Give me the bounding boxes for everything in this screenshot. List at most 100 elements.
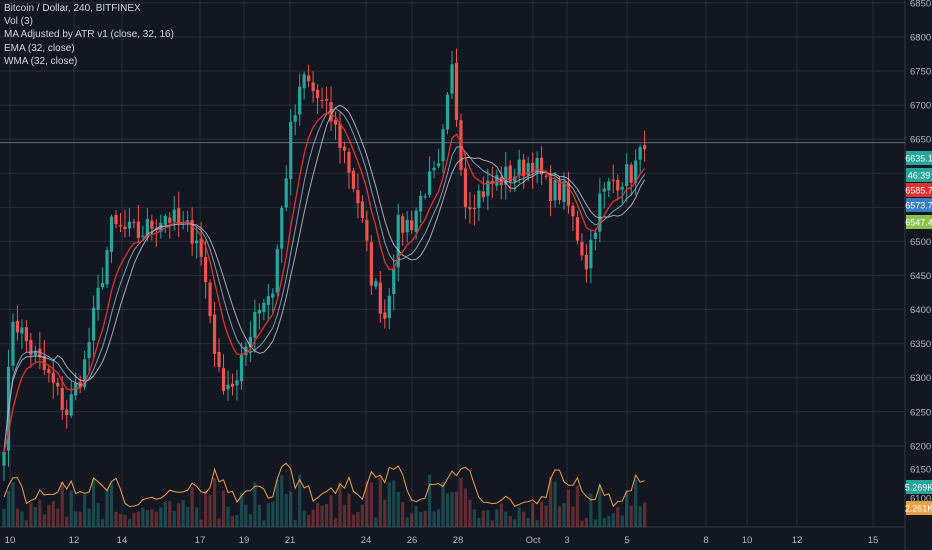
volume-bar xyxy=(369,482,373,527)
volume-tag-bg xyxy=(906,480,932,494)
candle-body xyxy=(517,159,521,176)
volume-bar xyxy=(275,479,279,527)
candle-body xyxy=(239,354,244,382)
volume-bar xyxy=(490,520,494,527)
volume-bar xyxy=(486,510,490,527)
candle-body xyxy=(307,75,311,82)
candle-body xyxy=(463,168,468,208)
candle-body xyxy=(96,287,100,310)
candle-body xyxy=(92,307,96,341)
price-tag: 6547.4 xyxy=(905,218,932,228)
price-tick-label: 6800.0 xyxy=(910,32,932,43)
candle-body xyxy=(432,167,436,171)
price-tag-bg xyxy=(906,183,932,197)
candle-body xyxy=(378,282,382,314)
volume-bar xyxy=(338,482,342,527)
candle-body xyxy=(195,240,199,244)
volume-bar xyxy=(271,501,275,527)
candle-body xyxy=(83,359,87,387)
candle-body xyxy=(114,214,118,225)
volume-bar xyxy=(132,512,136,527)
candle-body xyxy=(311,82,315,92)
candle-body xyxy=(566,183,571,206)
candle-body xyxy=(410,220,414,231)
candle-body xyxy=(616,179,620,191)
candle-body xyxy=(190,219,194,244)
candle-body xyxy=(248,336,252,348)
candle-body xyxy=(235,380,239,386)
volume-bar xyxy=(360,504,364,527)
symbol-title[interactable]: Bitcoin / Dollar, 240, BITFINEX xyxy=(4,3,141,14)
price-tick-label: 6200.0 xyxy=(910,441,932,452)
indicator-wma[interactable]: WMA (32, close) xyxy=(4,55,78,67)
candle-body xyxy=(580,241,584,256)
indicator-ema[interactable]: EMA (32, close) xyxy=(4,42,75,54)
candle-body xyxy=(159,222,163,232)
candle-body xyxy=(607,181,611,191)
candle-body xyxy=(186,220,190,223)
volume-bar xyxy=(643,502,647,527)
volume-bar xyxy=(307,514,311,527)
candle-body xyxy=(571,205,575,217)
volume-bar xyxy=(589,493,593,527)
volume-bar xyxy=(414,506,418,527)
volume-bar xyxy=(302,510,306,527)
volume-bar xyxy=(248,514,252,527)
volume-axis-label: 6150.0 xyxy=(910,465,932,476)
volume-bar xyxy=(544,505,548,527)
volume-bar xyxy=(347,493,351,527)
candle-body xyxy=(271,293,275,298)
candle-body xyxy=(324,99,329,101)
candle-body xyxy=(105,250,109,285)
candle-body xyxy=(109,216,114,252)
price-tag: 6573.7 xyxy=(905,201,932,211)
candle-body xyxy=(230,383,235,387)
wma-line xyxy=(3,107,646,453)
candle-body xyxy=(163,215,167,225)
volume-bar xyxy=(181,500,185,527)
candle-body xyxy=(522,159,526,177)
volume-bar xyxy=(38,500,42,527)
candle-body xyxy=(342,146,347,151)
candle-body xyxy=(226,384,230,390)
candle-body xyxy=(481,191,485,198)
candle-body xyxy=(423,196,427,198)
candle-body xyxy=(168,217,172,223)
candle-body xyxy=(629,164,633,183)
candle-body xyxy=(87,342,91,359)
volume-bar xyxy=(432,511,436,527)
candle-body xyxy=(495,175,499,186)
candle-body xyxy=(414,210,418,232)
candle-body xyxy=(29,340,33,355)
candle-body xyxy=(262,302,266,313)
candle-body xyxy=(47,369,51,373)
candle-body xyxy=(584,254,588,270)
candle-body xyxy=(638,147,642,160)
candle-body xyxy=(387,295,391,318)
volume-bar xyxy=(56,508,60,527)
volume-bar xyxy=(118,514,123,527)
candle-body xyxy=(531,162,535,173)
price-tag-bg xyxy=(906,168,932,182)
candle-body xyxy=(65,409,69,416)
volume-bar xyxy=(78,511,82,527)
volume-bar xyxy=(141,507,145,527)
candle-body xyxy=(374,280,378,287)
time-tick-label: 17 xyxy=(195,535,206,546)
indicator-ma-atr[interactable]: MA Adjusted by ATR v1 (close, 32, 16) xyxy=(4,29,174,41)
volume-bar xyxy=(513,519,517,527)
volume-bar xyxy=(526,517,530,527)
volume-bar xyxy=(495,509,499,527)
candle-body xyxy=(204,256,208,283)
candle-body xyxy=(221,368,226,391)
volume-bar xyxy=(566,489,571,527)
indicator-volume[interactable]: Vol (3) xyxy=(4,16,33,28)
volume-bar xyxy=(472,509,476,527)
time-tick-label: 26 xyxy=(407,535,418,546)
volume-bar xyxy=(580,520,584,527)
candle-body xyxy=(11,321,15,366)
candle-body xyxy=(24,327,28,342)
candle-body xyxy=(123,226,127,230)
volume-bar xyxy=(235,514,239,527)
